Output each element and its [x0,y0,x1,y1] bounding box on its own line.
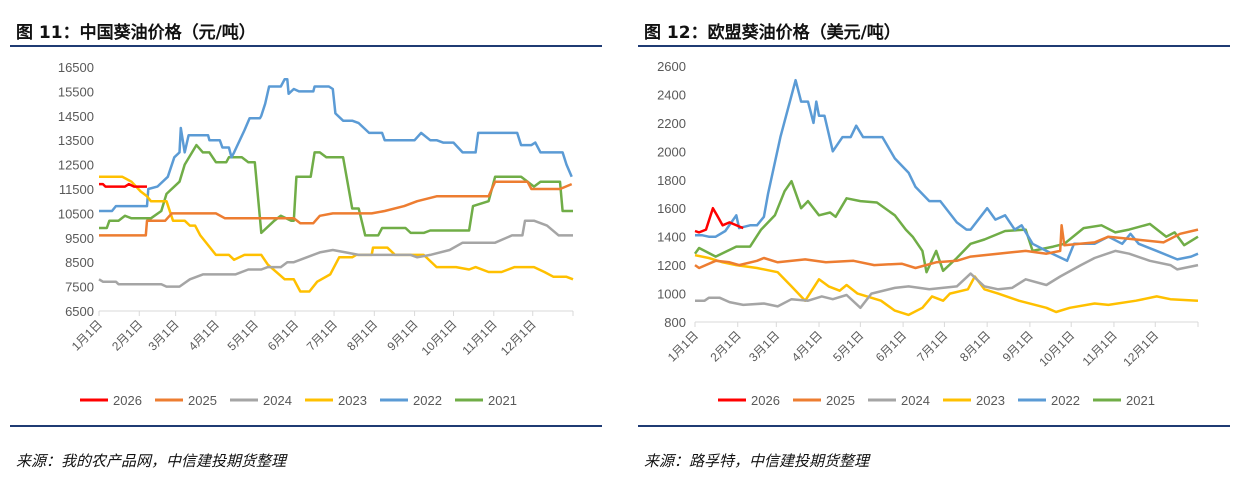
legend-label: 2024 [901,393,930,408]
x-tick-label: 2月1日 [708,328,744,364]
y-tick-label: 2400 [657,87,686,102]
y-tick-label: 1200 [657,258,686,273]
y-tick-label: 2200 [657,116,686,131]
y-tick-label: 1000 [657,287,686,302]
series-line-2026 [99,182,147,188]
divider [10,45,602,47]
x-tick-label: 6月1日 [873,328,909,364]
y-tick-label: 2000 [657,144,686,159]
y-tick-label: 1400 [657,230,686,245]
y-tick-label: 6500 [65,304,94,319]
series-line-2021 [693,179,1199,274]
x-tick-label: 6月1日 [265,317,301,353]
series-line-2021 [99,143,573,237]
divider [638,45,1230,47]
series-line-2022 [695,78,1199,263]
series-line-2025 [694,224,1199,270]
y-tick-label: 9500 [65,231,94,246]
x-tick-label: 11月1日 [460,317,500,357]
legend-label: 2022 [413,393,442,408]
series-line-2024 [98,219,573,288]
y-tick-label: 1800 [657,173,686,188]
legend-label: 2025 [188,393,217,408]
legend-label: 2023 [338,393,367,408]
chart-panel-china: 图 11：中国葵油价格（元/吨） 16500 15500 14500 13500 125… [10,0,602,480]
y-tick-label: 8500 [65,255,94,270]
y-tick-label: 800 [664,315,686,330]
legend-label: 2026 [113,393,142,408]
legend-label: 2021 [1126,393,1155,408]
source-note: 来源：我的农产品网，中信建投期货整理 [16,452,287,470]
x-tick-label: 4月1日 [186,317,222,353]
x-tick-label: 1月1日 [665,328,701,364]
x-tick-label: 4月1日 [789,328,825,364]
y-tick-label: 13500 [58,133,94,148]
line-chart-eu-sunflower-oil: 2600240022002000180016001400120010008001… [657,59,1199,408]
series-line-2026 [694,206,744,234]
x-tick-label: 5月1日 [830,328,866,364]
legend-label: 2023 [976,393,1005,408]
x-tick-label: 12月1日 [1120,328,1161,369]
x-tick-label: 10月1日 [1036,328,1077,369]
legend-label: 2024 [263,393,292,408]
x-tick-label: 5月1日 [225,317,261,353]
legend-label: 2021 [488,393,517,408]
y-tick-label: 1600 [657,201,686,216]
x-tick-label: 7月1日 [914,328,950,364]
x-tick-label: 3月1日 [746,328,782,364]
y-tick-label: 16500 [58,60,94,75]
y-tick-label: 2600 [657,59,686,74]
x-tick-label: 3月1日 [145,317,181,353]
x-tick-label: 8月1日 [344,317,380,353]
divider [10,425,602,427]
chart-title: 图 11：中国葵油价格（元/吨） [16,23,256,43]
series-line-2022 [99,77,573,213]
chart-panel-eu: 图 12：欧盟葵油价格（美元/吨） 2600 2400 2200 2000 1800 16… [638,0,1230,480]
series-line-2023 [694,253,1199,317]
source-note: 来源：路孚特，中信建投期货整理 [644,452,870,470]
y-tick-label: 10500 [58,206,94,221]
x-tick-label: 12月1日 [498,317,539,358]
x-tick-label: 9月1日 [384,317,420,353]
x-tick-label: 11月1日 [1080,328,1120,368]
chart-title: 图 12：欧盟葵油价格（美元/吨） [644,23,901,43]
x-tick-label: 1月1日 [69,317,105,353]
series-line-2023 [99,175,574,293]
x-tick-label: 8月1日 [957,328,993,364]
x-tick-label: 2月1日 [109,317,145,353]
legend-label: 2025 [826,393,855,408]
legend-label: 2022 [1051,393,1080,408]
y-tick-label: 11500 [59,182,94,197]
y-tick-label: 7500 [65,280,94,295]
line-chart-china-sunflower-oil: 16500 15500 14500 13500 12500 11500 10500 9500 8… [58,60,574,408]
y-tick-label: 15500 [58,84,94,99]
series-line-2025 [99,180,573,237]
y-tick-label: 12500 [58,158,94,173]
x-tick-label: 7月1日 [304,317,340,353]
x-tick-label: 9月1日 [1000,328,1036,364]
x-tick-label: 10月1日 [419,317,460,358]
series-line-2024 [695,249,1199,310]
divider [638,425,1230,427]
y-tick-label: 14500 [58,109,94,124]
legend-label: 2026 [751,393,780,408]
